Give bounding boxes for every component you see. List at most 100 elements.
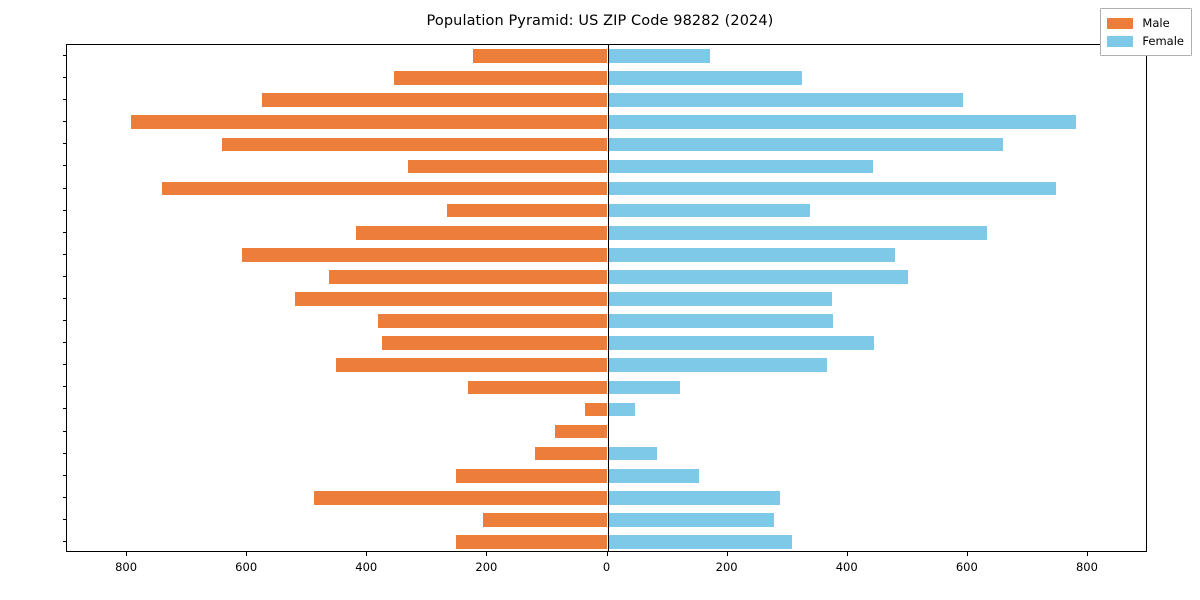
bar-female[interactable] (607, 203, 810, 218)
pyramid-row (67, 225, 1146, 240)
pyramid-row (67, 93, 1146, 108)
bar-male[interactable] (314, 490, 608, 505)
x-axis-label: 200 (475, 560, 498, 574)
bar-male[interactable] (382, 336, 608, 350)
x-axis-tick (246, 552, 248, 556)
bar-male[interactable] (482, 513, 608, 527)
x-axis-label: 200 (715, 560, 738, 574)
bar-male[interactable] (535, 446, 608, 461)
bar-female[interactable] (607, 314, 833, 328)
pyramid-row (67, 71, 1146, 85)
x-axis-tick (1086, 552, 1088, 556)
bar-male[interactable] (262, 93, 608, 108)
y-axis-tick (62, 386, 66, 388)
bar-female[interactable] (607, 49, 710, 63)
bar-male[interactable] (378, 314, 608, 328)
bar-female[interactable] (607, 402, 635, 417)
y-axis-tick (62, 253, 66, 255)
x-axis-label: 800 (1075, 560, 1098, 574)
pyramid-row (67, 270, 1146, 284)
bar-female[interactable] (607, 446, 657, 461)
legend-entry-female[interactable]: Female (1107, 32, 1184, 50)
x-axis-label: 400 (835, 560, 858, 574)
y-axis-tick (62, 77, 66, 79)
pyramid-row (67, 380, 1146, 395)
bar-female[interactable] (607, 513, 775, 527)
x-axis-label: 800 (115, 560, 138, 574)
pyramid-row (67, 490, 1146, 505)
bar-female[interactable] (607, 247, 895, 262)
bar-male[interactable] (242, 247, 608, 262)
pyramid-row (67, 247, 1146, 262)
bar-female[interactable] (607, 159, 873, 174)
bar-female[interactable] (607, 380, 680, 395)
legend: Male Female (1100, 8, 1192, 56)
legend-entry-male[interactable]: Male (1107, 14, 1184, 32)
bar-male[interactable] (336, 358, 608, 373)
legend-label-female: Female (1142, 34, 1184, 48)
bar-male[interactable] (329, 270, 608, 284)
x-axis-tick (846, 552, 848, 556)
x-axis-label: 600 (235, 560, 258, 574)
y-axis-tick (62, 408, 66, 410)
bar-male[interactable] (467, 380, 608, 395)
bar-male[interactable] (584, 402, 608, 417)
bar-female[interactable] (607, 358, 828, 373)
y-axis-tick (62, 298, 66, 299)
legend-swatch-male (1107, 17, 1134, 29)
bar-female[interactable] (607, 292, 832, 306)
bar-male[interactable] (554, 424, 608, 439)
pyramid-row (67, 513, 1146, 527)
x-axis-tick (486, 552, 488, 556)
y-axis-tick (62, 452, 66, 454)
plot-area (66, 44, 1147, 552)
pyramid-row (67, 358, 1146, 373)
pyramid-row (67, 402, 1146, 417)
x-axis-label: 400 (355, 560, 378, 574)
bar-male[interactable] (356, 225, 608, 240)
bar-female[interactable] (607, 468, 699, 483)
legend-label-male: Male (1142, 16, 1170, 30)
pyramid-row (67, 159, 1146, 174)
bar-male[interactable] (130, 115, 608, 130)
y-axis-tick (62, 518, 66, 520)
x-axis-tick (126, 552, 128, 556)
y-axis-tick (62, 320, 66, 322)
pyramid-row (67, 535, 1146, 549)
x-axis-tick (726, 552, 728, 556)
bar-male[interactable] (472, 49, 608, 63)
bar-female[interactable] (607, 137, 1003, 152)
bar-male[interactable] (456, 535, 608, 549)
bar-female[interactable] (607, 270, 908, 284)
bar-female[interactable] (607, 115, 1076, 130)
bar-male[interactable] (295, 292, 608, 306)
bar-female[interactable] (607, 490, 781, 505)
bars-layer (67, 45, 1146, 551)
bar-male[interactable] (408, 159, 608, 174)
pyramid-row (67, 292, 1146, 306)
y-axis-tick (62, 496, 66, 498)
bar-male[interactable] (393, 71, 608, 85)
pyramid-row (67, 49, 1146, 63)
y-axis-tick (62, 231, 66, 233)
bar-female[interactable] (607, 181, 1056, 196)
bar-male[interactable] (446, 203, 608, 218)
bar-female[interactable] (607, 535, 793, 549)
x-axis-tick (606, 552, 608, 556)
bar-male[interactable] (161, 181, 608, 196)
y-axis-tick (62, 143, 66, 145)
y-axis-tick (62, 121, 66, 123)
bar-female[interactable] (607, 336, 874, 350)
bar-male[interactable] (221, 137, 608, 152)
y-axis-tick (62, 99, 66, 101)
x-axis-label: 0 (602, 560, 611, 574)
y-axis-tick (62, 209, 66, 211)
pyramid-row (67, 203, 1146, 218)
bar-male[interactable] (456, 468, 608, 483)
bar-female[interactable] (607, 225, 988, 240)
bar-female[interactable] (607, 71, 803, 85)
bar-female[interactable] (607, 93, 964, 108)
y-axis-tick (62, 275, 66, 277)
y-axis-tick (62, 187, 66, 189)
